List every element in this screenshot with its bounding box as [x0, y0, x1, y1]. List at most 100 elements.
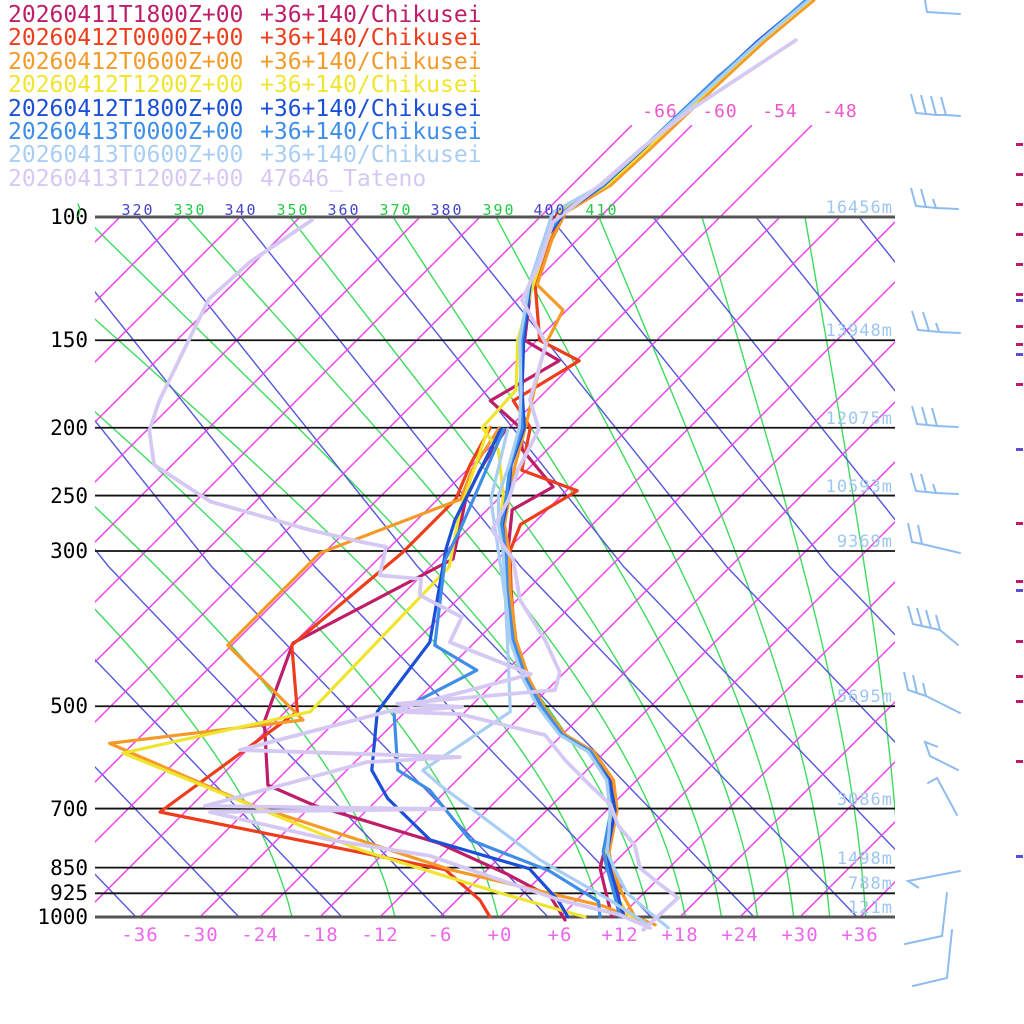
moist-adiabat-line [392, 217, 759, 917]
edge-barb-tick [1016, 448, 1023, 451]
temp-tick--24: -24 [241, 924, 279, 946]
theta-label-410: 410 [585, 201, 619, 219]
theta-label-400: 400 [533, 201, 567, 219]
isotherm-line [619, 641, 895, 917]
temp-tick--12: -12 [361, 924, 399, 946]
height-label-1498m: 1498m [836, 848, 893, 869]
isotherm-line [499, 521, 895, 917]
upper-isotherm-label--60: -60 [702, 101, 738, 122]
edge-barb-tick [1016, 343, 1023, 346]
legend-run-time: 20260413T0000Z+00 [8, 119, 244, 145]
legend-run-label: +36+140/Chikusei [260, 142, 482, 169]
pressure-tick-150: 150 [50, 328, 88, 353]
dry-adiabat-line [962, 217, 1024, 917]
dry-adiabat-line [343, 217, 895, 851]
edge-barb-tick [1016, 580, 1023, 583]
height-label-13948m: 13948m [825, 321, 893, 342]
isotherm-line [95, 125, 693, 723]
edge-barb-tick [1016, 675, 1023, 678]
edge-barb-tick [1016, 325, 1023, 328]
temp-tick-+0: +0 [487, 924, 513, 946]
legend-run-time: 20260412T1800Z+00 [8, 95, 244, 122]
isotherm-line [95, 216, 481, 603]
height-label-9369m: 9369m [836, 531, 893, 552]
height-label-3086m: 3086m [836, 789, 893, 810]
edge-barb-tick [1016, 522, 1023, 525]
edge-barb-tick [1016, 293, 1023, 296]
dry-adiabat-line [95, 765, 240, 917]
theta-label-370: 370 [379, 201, 413, 219]
theta-label-320: 320 [121, 201, 155, 219]
pressure-tick-925: 925 [50, 881, 88, 906]
wind-barb-column [903, 0, 961, 987]
moist-adiabat-line [804, 217, 895, 818]
trace-temperature-run3 [502, 0, 816, 927]
legend-entry-4: 20260412T1200Z+00 +36+140/Chikusei [8, 72, 482, 98]
temp-tick-+18: +18 [661, 924, 699, 946]
dry-adiabat-line [95, 290, 652, 917]
theta-label-390: 390 [482, 201, 516, 219]
dry-adiabat-line [549, 217, 895, 636]
isotherm-line [95, 216, 781, 903]
edge-barb-tick [1016, 383, 1023, 386]
height-label-121m: 121m [848, 898, 893, 918]
wind-barb-icon [907, 605, 959, 646]
legend-run-label: +36+140/Chikusei [260, 72, 482, 99]
temp-tick-+30: +30 [781, 924, 819, 946]
theta-label-380: 380 [430, 201, 464, 219]
legend-run-time: 20260412T0000Z+00 [8, 25, 244, 52]
pressure-tick-700: 700 [50, 796, 88, 821]
isotherm-line [95, 125, 753, 783]
legend-run-time: 20260412T1200Z+00 [8, 72, 244, 99]
wind-barb-icon [923, 740, 959, 771]
legend-entry-2: 20260412T0000Z+00 +36+140/Chikusei [8, 25, 482, 51]
legend-run-label: +36+140/Chikusei [260, 119, 482, 145]
trace-dewpoint-run2 [158, 426, 492, 919]
pressure-tick-100: 100 [50, 205, 88, 229]
temp-tick--36: -36 [121, 924, 159, 946]
isotherm-line [95, 125, 633, 663]
wind-barb-icon [904, 892, 948, 945]
trace-temperature-run8 [393, 38, 798, 932]
isotherm-line [679, 701, 895, 917]
moist-adiabat-line [598, 217, 831, 917]
legend-entry-7: 20260413T0600Z+00 +36+140/Chikusei [8, 142, 482, 168]
trace-dewpoint-run4 [121, 426, 587, 919]
moist-adiabat-line [95, 505, 396, 917]
edge-barb-tick [1016, 640, 1023, 643]
wind-barb-icon [911, 310, 961, 334]
isotherm-line [95, 216, 181, 303]
height-label-16456m: 16456m [825, 198, 893, 218]
wind-barb-icon [903, 671, 961, 714]
pressure-tick-850: 850 [50, 855, 88, 880]
wind-barb-icon [910, 187, 959, 210]
wind-barb-icon [911, 405, 959, 428]
trace-dewpoint-run6 [392, 427, 602, 919]
trace-dewpoint-run7 [421, 427, 650, 927]
legend-run-time: 20260413T0600Z+00 [8, 142, 244, 169]
wind-barb-icon [905, 870, 961, 889]
pressure-tick-300: 300 [50, 538, 88, 563]
pressure-tick-1000: 1000 [37, 905, 88, 929]
isotherm-line [379, 401, 895, 917]
isotherm-line [95, 125, 813, 843]
wind-barb-icon [907, 522, 961, 554]
isotherm-line [739, 761, 895, 917]
upper-isotherm-label--66: -66 [642, 101, 678, 122]
height-label-788m: 788m [848, 874, 893, 895]
wind-barb-icon [912, 929, 953, 987]
moist-adiabat-line [95, 410, 499, 917]
pressure-tick-250: 250 [50, 483, 88, 508]
edge-barb-tick [1016, 233, 1023, 236]
right-edge-barb-ticks [1016, 143, 1023, 858]
isotherm-line [259, 281, 895, 917]
upper-isotherm-label--54: -54 [762, 101, 798, 122]
moist-adiabat-line [186, 217, 687, 917]
legend-entry-5: 20260412T1800Z+00 +36+140/Chikusei [8, 96, 482, 122]
isotherm-line [95, 216, 421, 543]
dry-adiabat-line [755, 217, 895, 392]
isotherm-line [439, 461, 895, 917]
edge-barb-tick [1016, 299, 1023, 302]
temp-tick-+24: +24 [721, 924, 759, 946]
